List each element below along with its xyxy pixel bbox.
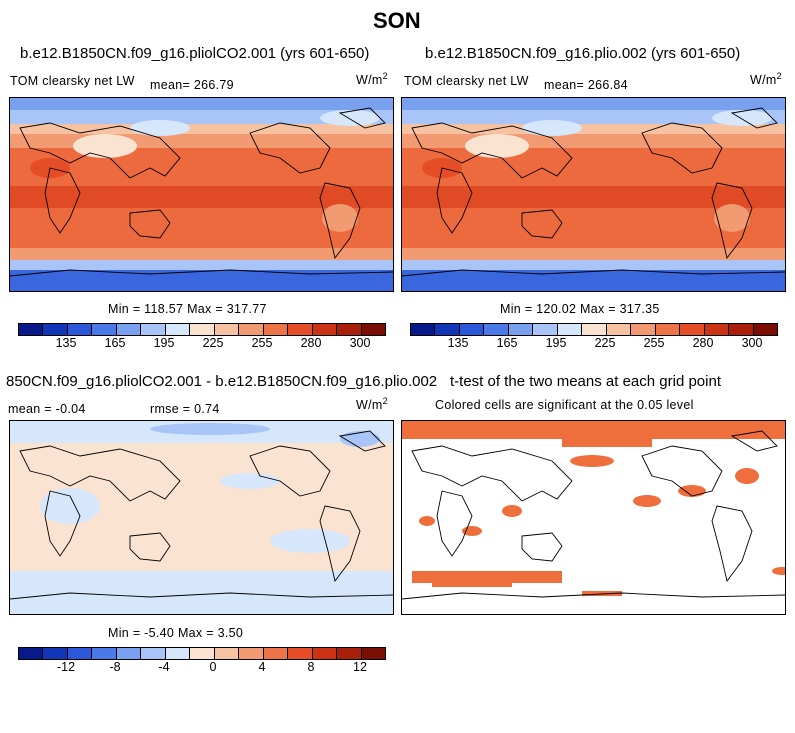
cbar-box: [239, 324, 264, 335]
cbar-box: [312, 648, 338, 659]
cbar-box: [214, 648, 240, 659]
panel3-field: [10, 421, 393, 614]
cbar-box: [67, 324, 93, 335]
panel1-minmax: Min = 118.57 Max = 317.77: [108, 302, 267, 316]
cbar-box: [631, 324, 656, 335]
panel2-map: [401, 97, 786, 292]
cbar-box: [582, 324, 607, 335]
panel3-title: 850CN.f09_g16.pliolCO2.001 - b.e12.B1850…: [6, 373, 438, 390]
panel2-tick-label: 195: [545, 336, 567, 350]
panel2-units: W/m2: [750, 71, 782, 88]
cbar-box: [92, 648, 117, 659]
cbar-box: [459, 324, 485, 335]
cbar-box: [19, 324, 44, 335]
cbar-box: [361, 324, 386, 335]
panel4-title: t-test of the two means at each grid poi…: [450, 373, 721, 390]
panel1-tick-label: 195: [153, 336, 175, 350]
cbar-box: [43, 648, 68, 659]
panel1-tick-label: 225: [202, 336, 224, 350]
panel3-tick-label: 4: [258, 660, 266, 674]
panel2-minmax: Min = 120.02 Max = 317.35: [500, 302, 660, 316]
cbar-box: [288, 648, 313, 659]
panel2-title: b.e12.B1850CN.f09_g16.plio.002 (yrs 601-…: [425, 45, 741, 62]
panel3-tick-label: -8: [109, 660, 121, 674]
cbar-box: [729, 324, 754, 335]
panel1-tick-label: 300: [349, 336, 371, 350]
panel1-tick-label: 280: [300, 336, 322, 350]
panel4-note: Colored cells are significant at the 0.0…: [435, 398, 694, 412]
panel1-title: b.e12.B1850CN.f09_g16.pliolCO2.001 (yrs …: [20, 45, 370, 62]
cbar-box: [288, 324, 313, 335]
panel2-variable: TOM clearsky net LW: [404, 74, 529, 88]
cbar-box: [239, 648, 264, 659]
cbar-box: [533, 324, 558, 335]
cbar-box: [411, 324, 436, 335]
panel1-units: W/m2: [356, 71, 388, 88]
panel3-tick-label: 12: [353, 660, 367, 674]
panel1-colorbar: [18, 323, 386, 336]
panel1-variable: TOM clearsky net LW: [10, 74, 135, 88]
cbar-box: [141, 324, 166, 335]
cbar-box: [263, 648, 289, 659]
cbar-box: [165, 648, 191, 659]
panel1-map: [9, 97, 394, 292]
cbar-box: [753, 324, 778, 335]
cbar-box: [704, 324, 730, 335]
panel3-tick-label: 0: [209, 660, 217, 674]
cbar-box: [214, 324, 240, 335]
cbar-box: [508, 324, 534, 335]
panel3-tick-label: 8: [307, 660, 315, 674]
panel3-units: W/m2: [356, 396, 388, 413]
panel2-tick-label: 280: [692, 336, 714, 350]
cbar-box: [141, 648, 166, 659]
panel2-tick-label: 165: [496, 336, 518, 350]
cbar-box: [116, 648, 142, 659]
panel1-tick-label: 165: [104, 336, 126, 350]
cbar-box: [606, 324, 632, 335]
panel3-mean: mean = -0.04: [8, 402, 86, 416]
cbar-box: [116, 324, 142, 335]
cbar-box: [263, 324, 289, 335]
cbar-box: [337, 324, 362, 335]
panel1-tick-label: 255: [251, 336, 273, 350]
panel1-tick-label: 135: [55, 336, 77, 350]
panel3-minmax: Min = -5.40 Max = 3.50: [108, 626, 244, 640]
figure-title: SON: [373, 8, 421, 33]
cbar-box: [435, 324, 460, 335]
cbar-box: [67, 648, 93, 659]
panel2-mean: mean= 266.84: [544, 78, 628, 92]
cbar-box: [43, 324, 68, 335]
cbar-box: [190, 648, 215, 659]
cbar-box: [337, 648, 362, 659]
cbar-box: [361, 648, 386, 659]
panel3-tick-label: -12: [56, 660, 76, 674]
panel2-field: [402, 98, 785, 291]
cbar-box: [165, 324, 191, 335]
panel3-colorbar: [18, 647, 386, 660]
cbar-box: [19, 648, 44, 659]
cbar-box: [312, 324, 338, 335]
panel3-tick-label: -4: [158, 660, 170, 674]
cbar-box: [655, 324, 681, 335]
cbar-box: [680, 324, 705, 335]
panel2-tick-label: 255: [643, 336, 665, 350]
panel1-field: [10, 98, 393, 291]
cbar-box: [190, 324, 215, 335]
panel2-tick-label: 300: [741, 336, 763, 350]
cbar-box: [92, 324, 117, 335]
cbar-box: [557, 324, 583, 335]
panel2-tick-label: 135: [447, 336, 469, 350]
panel3-map: [9, 420, 394, 615]
panel4-field: [402, 421, 785, 614]
cbar-box: [484, 324, 509, 335]
panel1-mean: mean= 266.79: [150, 78, 234, 92]
panel3-rmse: rmse = 0.74: [150, 402, 220, 416]
panel4-map: [401, 420, 786, 615]
panel2-tick-label: 225: [594, 336, 616, 350]
panel2-colorbar: [410, 323, 778, 336]
